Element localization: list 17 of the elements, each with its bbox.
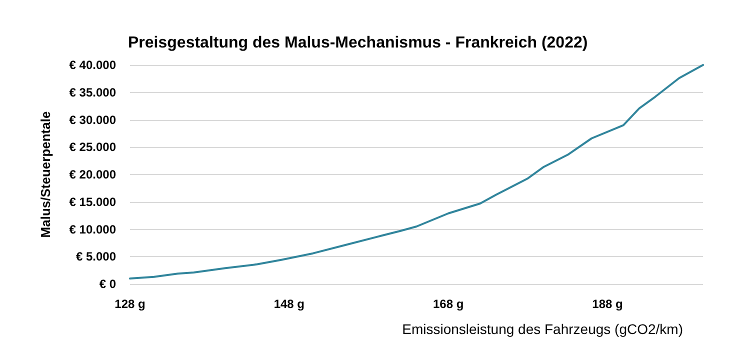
x-tick-label: 168 g	[432, 297, 464, 311]
x-tick-label: 128 g	[114, 297, 146, 311]
y-tick-label: € 15.000	[69, 194, 116, 209]
y-tick-label: € 35.000	[69, 85, 116, 100]
y-tick-label: € 0	[99, 277, 116, 291]
y-tick-label: € 40.000	[69, 58, 116, 72]
chart-title: Preisgestaltung des Malus-Mechanismus - Frankreich (2022)	[128, 34, 588, 52]
x-tick-label: 148 g	[274, 297, 305, 311]
y-tick-label: € 25.000	[69, 140, 116, 154]
line-series	[129, 64, 704, 280]
y-tick-label: € 30.000	[69, 112, 116, 127]
y-axis-title: Malus/Steuerpentale	[38, 111, 53, 238]
x-tick-label: 188 g	[592, 297, 623, 311]
y-tick-label: € 20.000	[69, 168, 116, 182]
y-tick-label: € 5.000	[76, 250, 116, 264]
y-tick-label: € 10.000	[69, 222, 116, 236]
x-axis-title: Emissionsleistung des Fahrzeugs (gCO2/km)	[402, 321, 683, 337]
